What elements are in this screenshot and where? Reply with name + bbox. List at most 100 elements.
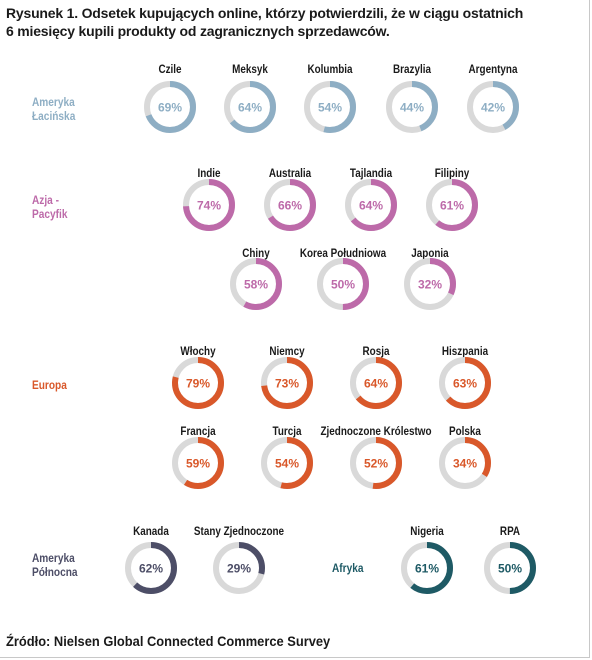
country-label: Stany Zjednoczone	[193, 526, 285, 538]
country-label: Meksyk	[232, 64, 268, 76]
donut-value-arc	[304, 81, 356, 133]
donut-value-arc	[426, 179, 478, 231]
donut-value-label: 61%	[415, 562, 439, 576]
donut-value-label: 42%	[481, 101, 505, 115]
donut-rpa: 50%	[484, 542, 536, 594]
country-label: Polska	[449, 426, 481, 438]
donut-value-arc	[125, 542, 177, 594]
donut-value-label: 79%	[186, 377, 210, 391]
donut-francja: 59%	[172, 437, 224, 489]
donut-value-arc	[224, 81, 276, 133]
donut-meksyk: 64%	[224, 81, 276, 133]
donut-value-label: 69%	[158, 101, 182, 115]
region-label-apac: Azja - Pacyfik	[32, 194, 67, 222]
country-label: Japonia	[411, 248, 449, 260]
country-label: Korea Południowa	[299, 248, 387, 260]
country-label: RPA	[499, 526, 521, 538]
donut-argentyna: 42%	[467, 81, 519, 133]
donut-value-arc	[350, 357, 402, 409]
title-line-1: Rysunek 1. Odsetek kupujących online, kt…	[6, 5, 524, 21]
donut-value-arc	[345, 179, 397, 231]
donut-value-label: 66%	[278, 199, 302, 213]
region-label-line: Ameryka	[32, 97, 75, 109]
donut-value-arc	[144, 81, 196, 133]
donut-tajlandia: 64%	[345, 179, 397, 231]
region-label-line: Pacyfik	[32, 209, 68, 221]
region-label-line: Ameryka	[32, 553, 75, 565]
donut-value-arc	[183, 179, 235, 231]
region-label-europe: Europa	[32, 379, 67, 393]
donut-kolumbia: 54%	[304, 81, 356, 133]
donut-australia: 66%	[264, 179, 316, 231]
donut-value-arc	[404, 258, 456, 310]
country-label: Rosja	[362, 346, 390, 358]
donut-włochy: 79%	[172, 357, 224, 409]
country-label: Chiny	[242, 248, 270, 260]
region-label-line: Łacińska	[32, 111, 76, 123]
donut-value-label: 54%	[318, 101, 342, 115]
country-label: Australia	[268, 168, 312, 180]
donut-value-arc	[484, 542, 536, 594]
donut-value-arc	[230, 258, 282, 310]
donut-niemcy: 73%	[261, 357, 313, 409]
donut-value-arc	[467, 81, 519, 133]
country-label: Niemcy	[269, 346, 305, 358]
donut-kanada: 62%	[125, 542, 177, 594]
region-label-line: Europa	[32, 380, 67, 392]
donut-value-arc	[350, 437, 402, 489]
donut-value-label: 29%	[227, 562, 251, 576]
source-note: Źródło: Nielsen Global Connected Commerc…	[6, 633, 331, 649]
country-label: Hiszpania	[441, 346, 489, 358]
donut-stany-zjednoczone: 29%	[213, 542, 265, 594]
donut-value-label: 73%	[275, 377, 299, 391]
donut-rosja: 64%	[350, 357, 402, 409]
region-label-line: Azja -	[32, 195, 59, 207]
donut-value-label: 44%	[400, 101, 424, 115]
country-label: Tajlandia	[349, 168, 393, 180]
donut-korea-południowa: 50%	[317, 258, 369, 310]
donut-chiny: 58%	[230, 258, 282, 310]
donut-value-label: 50%	[331, 278, 355, 292]
donut-japonia: 32%	[404, 258, 456, 310]
country-label: Włochy	[180, 346, 216, 358]
donut-value-arc	[439, 357, 491, 409]
country-label: Kolumbia	[307, 64, 353, 76]
region-label-latam: Ameryka Łacińska	[32, 96, 75, 124]
donut-value-label: 34%	[453, 457, 477, 471]
donut-value-label: 64%	[359, 199, 383, 213]
donut-polska: 34%	[439, 437, 491, 489]
donut-value-arc	[264, 179, 316, 231]
country-label: Argentyna	[468, 64, 518, 76]
donut-value-arc	[261, 357, 313, 409]
donut-value-arc	[317, 258, 369, 310]
donut-value-arc	[213, 542, 265, 594]
donut-value-label: 64%	[364, 377, 388, 391]
donut-indie: 74%	[183, 179, 235, 231]
donut-hiszpania: 63%	[439, 357, 491, 409]
donut-value-label: 59%	[186, 457, 210, 471]
donut-value-label: 63%	[453, 377, 477, 391]
donut-value-arc	[401, 542, 453, 594]
country-label: Czile	[158, 64, 182, 76]
donut-zjednoczone-królestwo: 52%	[350, 437, 402, 489]
country-label: Francja	[180, 426, 216, 438]
country-label: Filipiny	[434, 168, 470, 180]
donut-value-arc	[172, 437, 224, 489]
chart-title: Rysunek 1. Odsetek kupujących online, kt…	[6, 4, 581, 40]
donut-value-arc	[439, 437, 491, 489]
country-label: Indie	[197, 168, 221, 180]
donut-value-label: 32%	[418, 278, 442, 292]
donut-value-label: 64%	[238, 101, 262, 115]
country-label: Zjednoczone Królestwo	[320, 426, 432, 438]
donut-brazylia: 44%	[386, 81, 438, 133]
region-label-africa: Afryka	[332, 562, 364, 576]
donut-value-arc	[386, 81, 438, 133]
region-label-line: Afryka	[332, 563, 364, 575]
country-label: Nigeria	[410, 526, 444, 538]
donut-value-label: 58%	[244, 278, 268, 292]
donut-filipiny: 61%	[426, 179, 478, 231]
title-line-2: 6 miesięcy kupili produkty od zagraniczn…	[6, 23, 390, 39]
country-label: Kanada	[133, 526, 169, 538]
donut-value-label: 61%	[440, 199, 464, 213]
donut-nigeria: 61%	[401, 542, 453, 594]
